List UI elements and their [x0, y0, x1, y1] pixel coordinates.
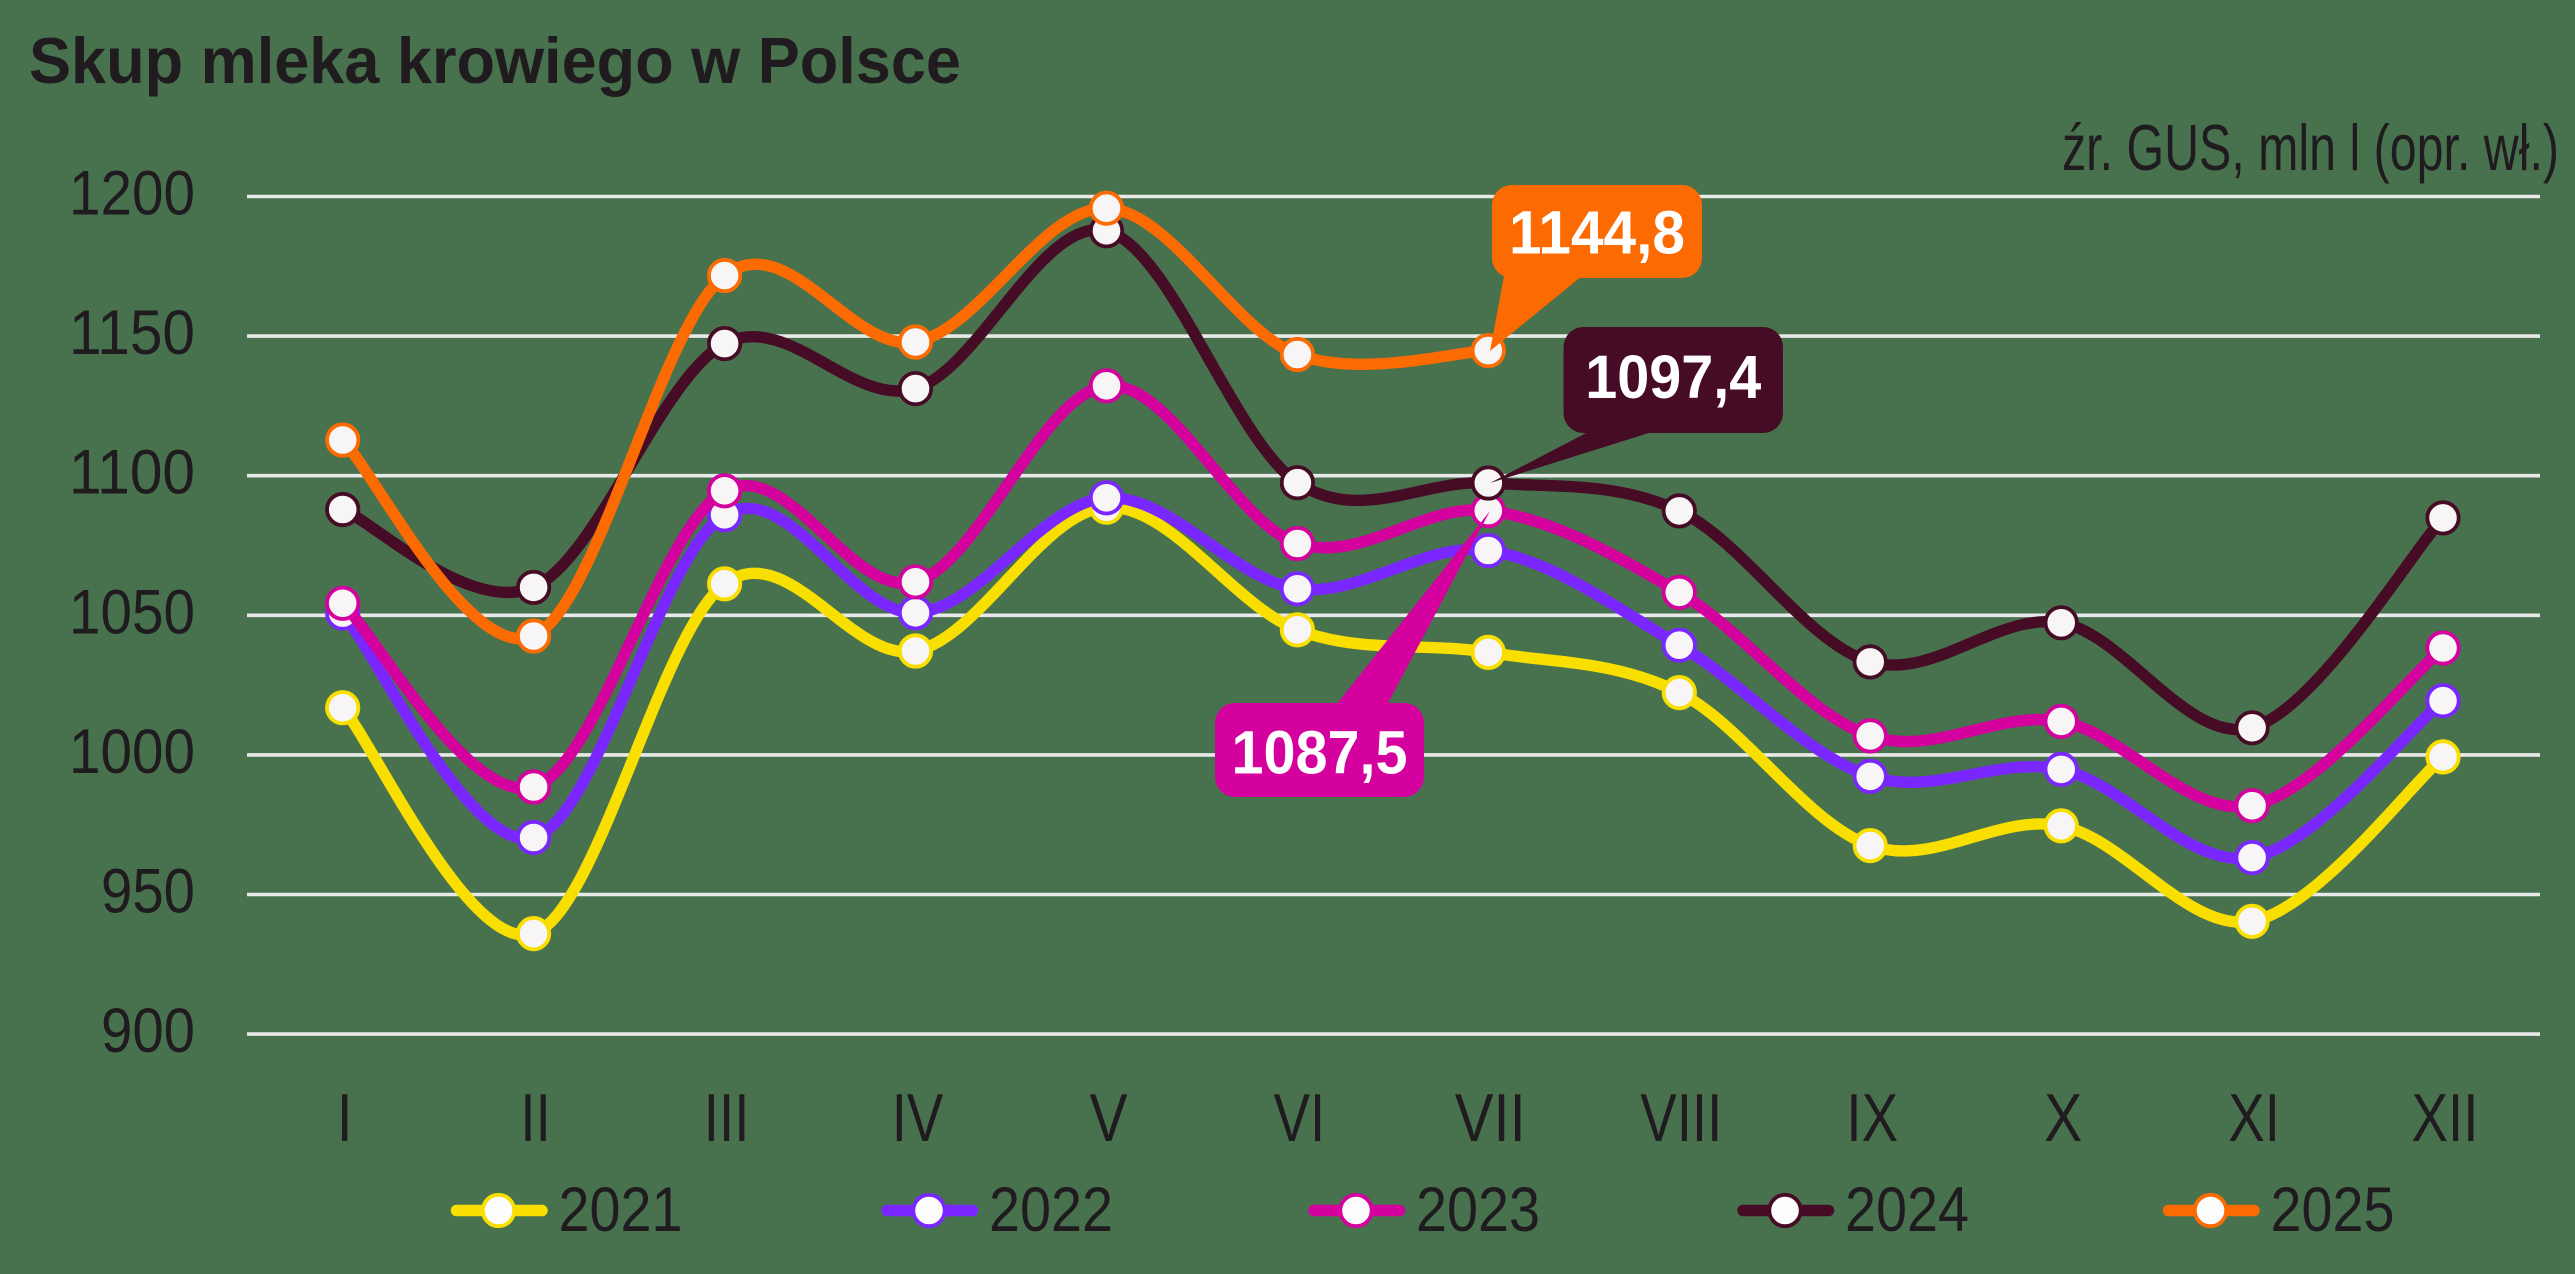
svg-text:1100: 1100	[69, 438, 195, 508]
svg-text:IV: IV	[892, 1080, 944, 1156]
svg-text:1000: 1000	[69, 717, 195, 787]
svg-text:X: X	[2044, 1080, 2082, 1156]
svg-text:1097,4: 1097,4	[1585, 343, 1761, 411]
svg-text:II: II	[520, 1080, 550, 1156]
svg-text:1200: 1200	[69, 159, 195, 229]
svg-text:VI: VI	[1274, 1080, 1326, 1156]
svg-text:V: V	[1089, 1080, 1127, 1156]
svg-text:XII: XII	[2412, 1080, 2479, 1156]
svg-text:1150: 1150	[69, 298, 195, 368]
svg-text:900: 900	[101, 996, 195, 1066]
svg-text:III: III	[704, 1080, 750, 1156]
svg-text:950: 950	[101, 857, 195, 927]
svg-text:2025: 2025	[2271, 1175, 2395, 1245]
svg-text:XI: XI	[2228, 1080, 2280, 1156]
svg-text:IX: IX	[1846, 1080, 1898, 1156]
svg-text:2024: 2024	[1845, 1175, 1969, 1245]
svg-text:1087,5: 1087,5	[1232, 719, 1408, 787]
svg-text:1144,8: 1144,8	[1509, 199, 1685, 267]
svg-text:1050: 1050	[69, 577, 195, 647]
svg-text:2021: 2021	[559, 1175, 683, 1245]
svg-text:źr. GUS, mln l (opr. wł.): źr. GUS, mln l (opr. wł.)	[2062, 111, 2559, 184]
svg-text:VIII: VIII	[1640, 1080, 1722, 1156]
svg-text:2022: 2022	[989, 1175, 1113, 1245]
svg-text:VII: VII	[1455, 1080, 1526, 1156]
svg-text:Skup mleka krowiego w Polsce: Skup mleka krowiego w Polsce	[29, 24, 961, 97]
svg-text:2023: 2023	[1416, 1175, 1540, 1245]
svg-text:I: I	[337, 1080, 353, 1156]
